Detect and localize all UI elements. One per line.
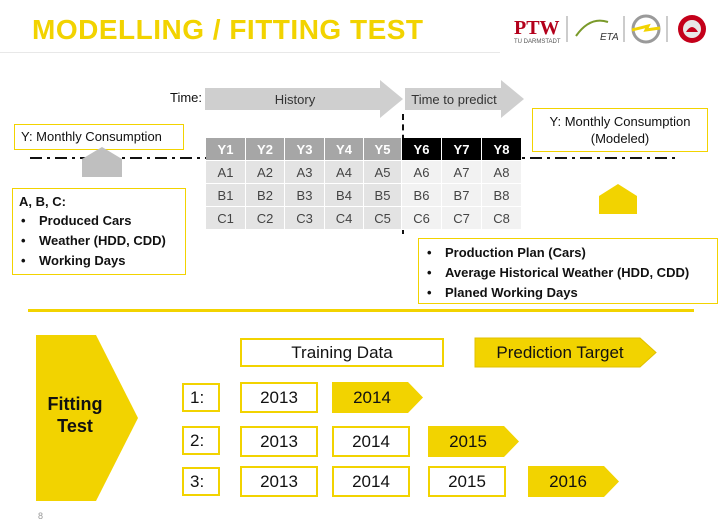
prediction-up-arrow-icon <box>599 184 637 214</box>
grid-row-a: A1 A2 A3 A4 A5 A6 A7 A8 <box>206 161 526 184</box>
page-number: 8 <box>38 511 44 521</box>
prediction-target-legend: Prediction Target <box>496 342 624 362</box>
grid-cell: B7 <box>442 184 482 207</box>
plan-item: Planed Working Days <box>425 283 711 303</box>
grid-cell: A4 <box>325 161 364 184</box>
fitting-label-line1: Fitting <box>47 394 103 414</box>
grid-row-b: B1 B2 B3 B4 B5 B6 B7 B8 <box>206 184 526 207</box>
fitting-row-3-training-3: 2015 <box>428 466 506 497</box>
opel-logo-icon <box>631 14 661 44</box>
y-history-box: Y: Monthly Consumption <box>14 124 184 150</box>
title-underline <box>0 52 500 53</box>
fitting-row-3-target-shape <box>528 466 619 497</box>
ptw-logo-text: PTW <box>514 17 560 39</box>
grid-cell: A3 <box>285 161 325 184</box>
grid-header-y7: Y7 <box>442 138 482 161</box>
grid-cell: B1 <box>206 184 246 207</box>
y-modeled-box: Y: Monthly Consumption (Modeled) <box>532 108 708 152</box>
grid-cell: B5 <box>364 184 402 207</box>
predict-arrow <box>405 80 524 118</box>
grid-header-y1: Y1 <box>206 138 246 161</box>
grid-header-y5: Y5 <box>364 138 402 161</box>
grid-cell: C8 <box>482 207 522 230</box>
prediction-target-legend-shape <box>474 337 657 368</box>
grid-cell: C1 <box>206 207 246 230</box>
history-arrow <box>205 80 403 118</box>
grid-cell: A7 <box>442 161 482 184</box>
grid-header-y6: Y6 <box>402 138 442 161</box>
timeline-arrows <box>205 80 524 118</box>
fitting-row-3-target: 2016 <box>549 471 587 491</box>
grid-cell: C3 <box>285 207 325 230</box>
grid-header-y2: Y2 <box>246 138 285 161</box>
grid-cell: B6 <box>402 184 442 207</box>
fitting-row-2-training-1: 2013 <box>240 426 318 457</box>
grid-cell: C2 <box>246 207 285 230</box>
predict-label: Time to predict <box>411 91 497 107</box>
grid-cell: B8 <box>482 184 522 207</box>
training-data-legend: Training Data <box>240 338 444 367</box>
grid-cell: C4 <box>325 207 364 230</box>
logo-bar: PTW TU DARMSTADT ETA <box>512 12 717 46</box>
grid-cell: B2 <box>246 184 285 207</box>
grid-cell: C7 <box>442 207 482 230</box>
grid-cell: C6 <box>402 207 442 230</box>
plan-item: Production Plan (Cars) <box>425 243 711 263</box>
ptw-logo-subtext: TU DARMSTADT <box>514 39 561 45</box>
vauxhall-logo-icon <box>678 15 706 43</box>
fitting-label-line2: Test <box>57 416 93 436</box>
fitting-row-3-label: 3: <box>182 467 220 496</box>
fitting-row-3-training-2: 2014 <box>332 466 410 497</box>
partner-logos: PTW TU DARMSTADT ETA <box>514 14 706 45</box>
grid-header-y8: Y8 <box>482 138 522 161</box>
grid-cell: C5 <box>364 207 402 230</box>
page-title: MODELLING / FITTING TEST <box>32 14 424 45</box>
time-label: Time: <box>170 90 203 105</box>
grid-cell: A1 <box>206 161 246 184</box>
fitting-row-2-training-2: 2014 <box>332 426 410 457</box>
fitting-row-1-training-1: 2013 <box>240 382 318 413</box>
grid-cell: A2 <box>246 161 285 184</box>
fitting-row-1-target: 2014 <box>353 387 391 407</box>
fitting-row-2-target-shape <box>428 426 519 457</box>
grid-cell: A6 <box>402 161 442 184</box>
grid-cell: B4 <box>325 184 364 207</box>
history-up-arrow-icon <box>82 147 122 177</box>
fitting-row-1-label: 1: <box>182 383 220 412</box>
inputs-item: Weather (HDD, CDD) <box>19 231 179 251</box>
inputs-box: A, B, C: Produced Cars Weather (HDD, CDD… <box>12 188 186 275</box>
inputs-heading: A, B, C: <box>19 194 66 209</box>
grid-cell: A8 <box>482 161 522 184</box>
grid-cell: B3 <box>285 184 325 207</box>
plan-box: Production Plan (Cars) Average Historica… <box>418 238 718 304</box>
grid-header-y4: Y4 <box>325 138 364 161</box>
history-label: History <box>274 91 316 107</box>
grid-cell: A5 <box>364 161 402 184</box>
plan-item: Average Historical Weather (HDD, CDD) <box>425 263 711 283</box>
fitting-test-label: Fitting Test <box>36 393 114 437</box>
grid-header-y3: Y3 <box>285 138 325 161</box>
inputs-item: Produced Cars <box>19 211 179 231</box>
fitting-row-1-target-shape <box>332 382 423 413</box>
data-grid: Y1 Y2 Y3 Y4 Y5 Y6 Y7 Y8 A1 A2 A3 A4 A5 A… <box>206 138 526 230</box>
fitting-test-chevron <box>36 335 138 501</box>
fitting-row-2-target: 2015 <box>449 431 487 451</box>
section-separator <box>28 309 694 312</box>
grid-header-row: Y1 Y2 Y3 Y4 Y5 Y6 Y7 Y8 <box>206 138 526 161</box>
fitting-row-2-label: 2: <box>182 426 220 455</box>
fitting-row-3-training-1: 2013 <box>240 466 318 497</box>
grid-row-c: C1 C2 C3 C4 C5 C6 C7 C8 <box>206 207 526 230</box>
inputs-item: Working Days <box>19 251 179 271</box>
eta-logo-text: ETA <box>600 32 619 43</box>
